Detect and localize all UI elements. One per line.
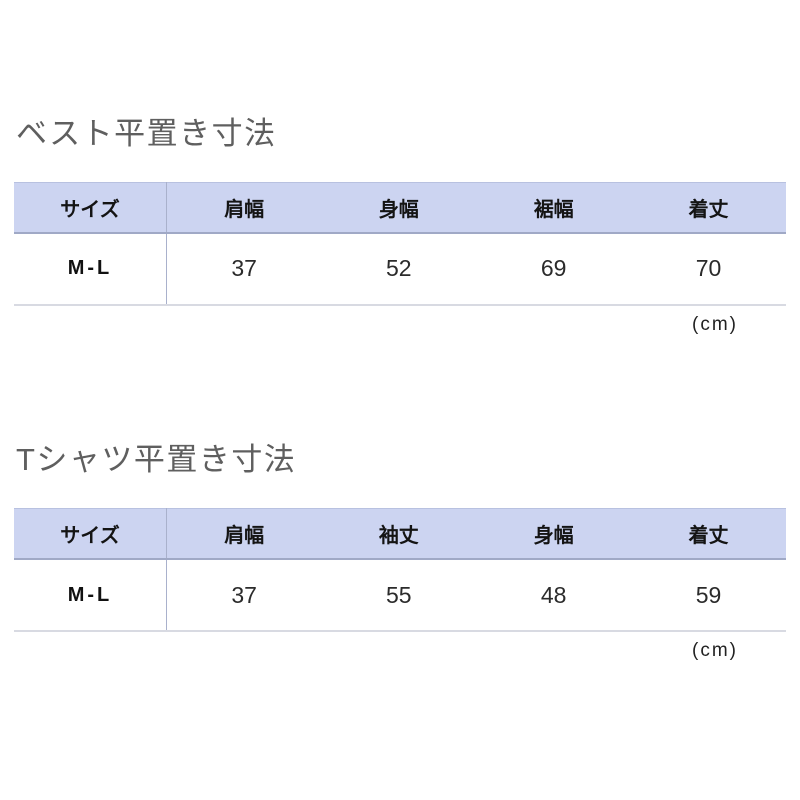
measurement-cell: 52 [321, 232, 477, 306]
section-title: ベスト平置き寸法 [16, 116, 277, 151]
size-table-section: Tシャツ平置き寸法 サイズ 肩幅 袖丈 身幅 着丈 M-L 37 55 48 59 (cm) [14, 442, 786, 662]
column-header: 着丈 [631, 182, 786, 234]
column-header: 肩幅 [166, 182, 322, 234]
column-header: 裾幅 [476, 182, 632, 234]
table-header-row: サイズ 肩幅 袖丈 身幅 着丈 [14, 508, 786, 561]
column-header: サイズ [14, 182, 167, 234]
measurement-sheet: ベスト平置き寸法 サイズ 肩幅 身幅 裾幅 着丈 M-L 37 52 69 70 (cm) Tシャツ平置… [14, 116, 786, 662]
measurement-cell: 37 [166, 559, 322, 633]
size-cell: M-L [14, 232, 167, 306]
unit-label: (cm) [692, 313, 738, 335]
measurement-cell: 48 [476, 559, 632, 633]
column-header: 身幅 [321, 182, 477, 234]
size-table-section: ベスト平置き寸法 サイズ 肩幅 身幅 裾幅 着丈 M-L 37 52 69 70 (cm) [14, 116, 786, 336]
size-table: サイズ 肩幅 身幅 裾幅 着丈 M-L 37 52 69 70 [14, 181, 786, 306]
measurement-cell: 69 [476, 232, 632, 306]
size-table: サイズ 肩幅 袖丈 身幅 着丈 M-L 37 55 48 59 [14, 508, 786, 633]
size-cell: M-L [14, 559, 167, 633]
unit-label: (cm) [692, 640, 738, 662]
table-row: M-L 37 55 48 59 [14, 559, 786, 633]
measurement-cell: 37 [166, 232, 322, 306]
measurement-cell: 70 [631, 232, 786, 306]
table-row: M-L 37 52 69 70 [14, 232, 786, 306]
column-header: 身幅 [476, 508, 632, 561]
column-header: 袖丈 [321, 508, 477, 561]
measurement-cell: 55 [321, 559, 477, 633]
section-title: Tシャツ平置き寸法 [16, 442, 297, 478]
table-header-row: サイズ 肩幅 身幅 裾幅 着丈 [14, 182, 786, 234]
column-header: 着丈 [631, 508, 786, 561]
column-header: サイズ [14, 508, 167, 561]
column-header: 肩幅 [166, 508, 322, 561]
measurement-cell: 59 [631, 559, 786, 633]
